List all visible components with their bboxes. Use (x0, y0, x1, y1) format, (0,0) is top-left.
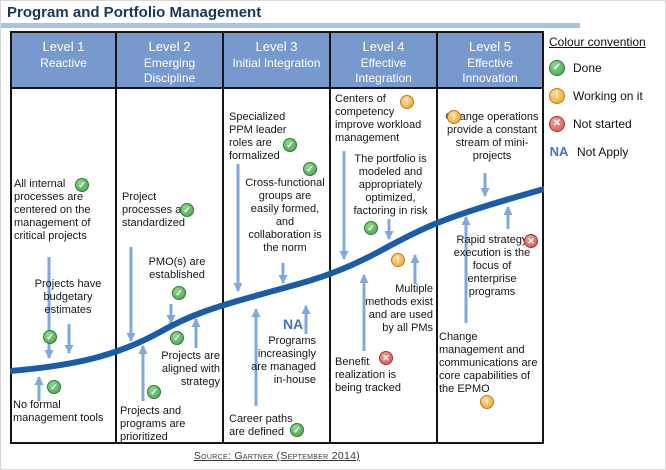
legend: Colour convention ✓ Done ! Working on it… (549, 35, 665, 171)
legend-item: NA Not Apply (549, 143, 665, 160)
done-icon: ✓ (364, 221, 378, 235)
maturity-item: Cross-functional groups are easily forme… (245, 177, 325, 254)
working-icon: ! (400, 95, 414, 109)
level-name: Reactive (40, 55, 87, 70)
maturity-item: Change operations provide a constant str… (445, 111, 539, 162)
working-icon: ! (447, 110, 461, 124)
column-level-3: Level 3 Initial Integration (224, 31, 331, 444)
maturity-item: Multiple methods exist and are used by a… (365, 283, 433, 334)
level-label: Level 1 (42, 39, 85, 54)
legend-item-label: Done (573, 60, 602, 75)
column-level-4: Level 4 Effective Integration (331, 31, 438, 444)
maturity-item: Programs increasingly are managed in-hou… (251, 335, 316, 386)
na-label: NA (549, 144, 569, 159)
done-icon: ✓ (43, 330, 57, 344)
legend-item: ! Working on it (549, 87, 665, 104)
page-title: Program and Portfolio Management (7, 4, 262, 21)
column-header: Level 3 Initial Integration (224, 33, 329, 89)
column-header: Level 5 Effective Innovation (438, 33, 542, 89)
level-label: Level 2 (148, 39, 191, 54)
done-icon: ✓ (75, 178, 89, 192)
maturity-item: Projects and programs are prioritized (120, 405, 186, 443)
maturity-item: Centers of competency improve workload m… (335, 93, 422, 144)
working-icon: ! (480, 395, 494, 409)
not-started-icon: ✕ (524, 234, 538, 248)
done-icon: ✓ (283, 138, 297, 152)
level-label: Level 4 (362, 39, 405, 54)
legend-item-label: Not started (573, 116, 632, 131)
done-icon: ✓ (47, 380, 61, 394)
level-name: Effective Innovation (462, 55, 518, 86)
maturity-item: All internal processes are centered on t… (14, 178, 91, 242)
column-header: Level 2 Emerging Discipline (117, 33, 222, 89)
maturity-item: Benefit realization is being tracked (335, 356, 402, 394)
title-rule (1, 23, 580, 28)
level-label: Level 3 (255, 39, 298, 54)
level-name: Initial Integration (232, 55, 321, 70)
legend-title: Colour convention (549, 35, 646, 49)
maturity-item: PMO(s) are established (148, 256, 206, 281)
done-icon: ✓ (147, 385, 161, 399)
legend-item: ✓ Done (549, 59, 665, 76)
level-label: Level 5 (469, 39, 511, 54)
level-name: Emerging Discipline (143, 55, 196, 86)
maturity-item: Projects are aligned with strategy (161, 350, 220, 388)
done-icon: ✓ (180, 203, 194, 217)
maturity-item: Projects have budgetary estimates (34, 278, 102, 316)
legend-item: ✕ Not started (549, 115, 665, 132)
na-label: NA (283, 316, 304, 332)
level-name: Effective Integration (355, 55, 412, 86)
done-icon: ✓ (303, 162, 317, 176)
column-header: Level 4 Effective Integration (331, 33, 436, 89)
not-started-icon: ✕ (549, 115, 565, 132)
maturity-item: No formal management tools (13, 399, 104, 424)
maturity-item: Specialized PPM leader roles are formali… (229, 111, 287, 162)
maturity-item: Rapid strategy execution is the focus of… (453, 234, 531, 298)
done-icon: ✓ (549, 59, 565, 76)
maturity-item: The portfolio is modeled and appropriate… (353, 153, 428, 217)
maturity-item: Career paths are defined (229, 413, 293, 438)
done-icon: ✓ (290, 423, 304, 437)
working-icon: ! (391, 253, 405, 267)
not-started-icon: ✕ (379, 351, 393, 365)
working-icon: ! (549, 87, 565, 104)
column-header: Level 1 Reactive (12, 33, 115, 89)
done-icon: ✓ (170, 331, 184, 345)
maturity-item: Change management and communications are… (439, 331, 538, 395)
source-caption: Source: Gartner (September 2014) (193, 450, 361, 462)
legend-item-label: Not Apply (577, 144, 629, 159)
legend-item-label: Working on it (573, 88, 643, 103)
done-icon: ✓ (172, 286, 186, 300)
